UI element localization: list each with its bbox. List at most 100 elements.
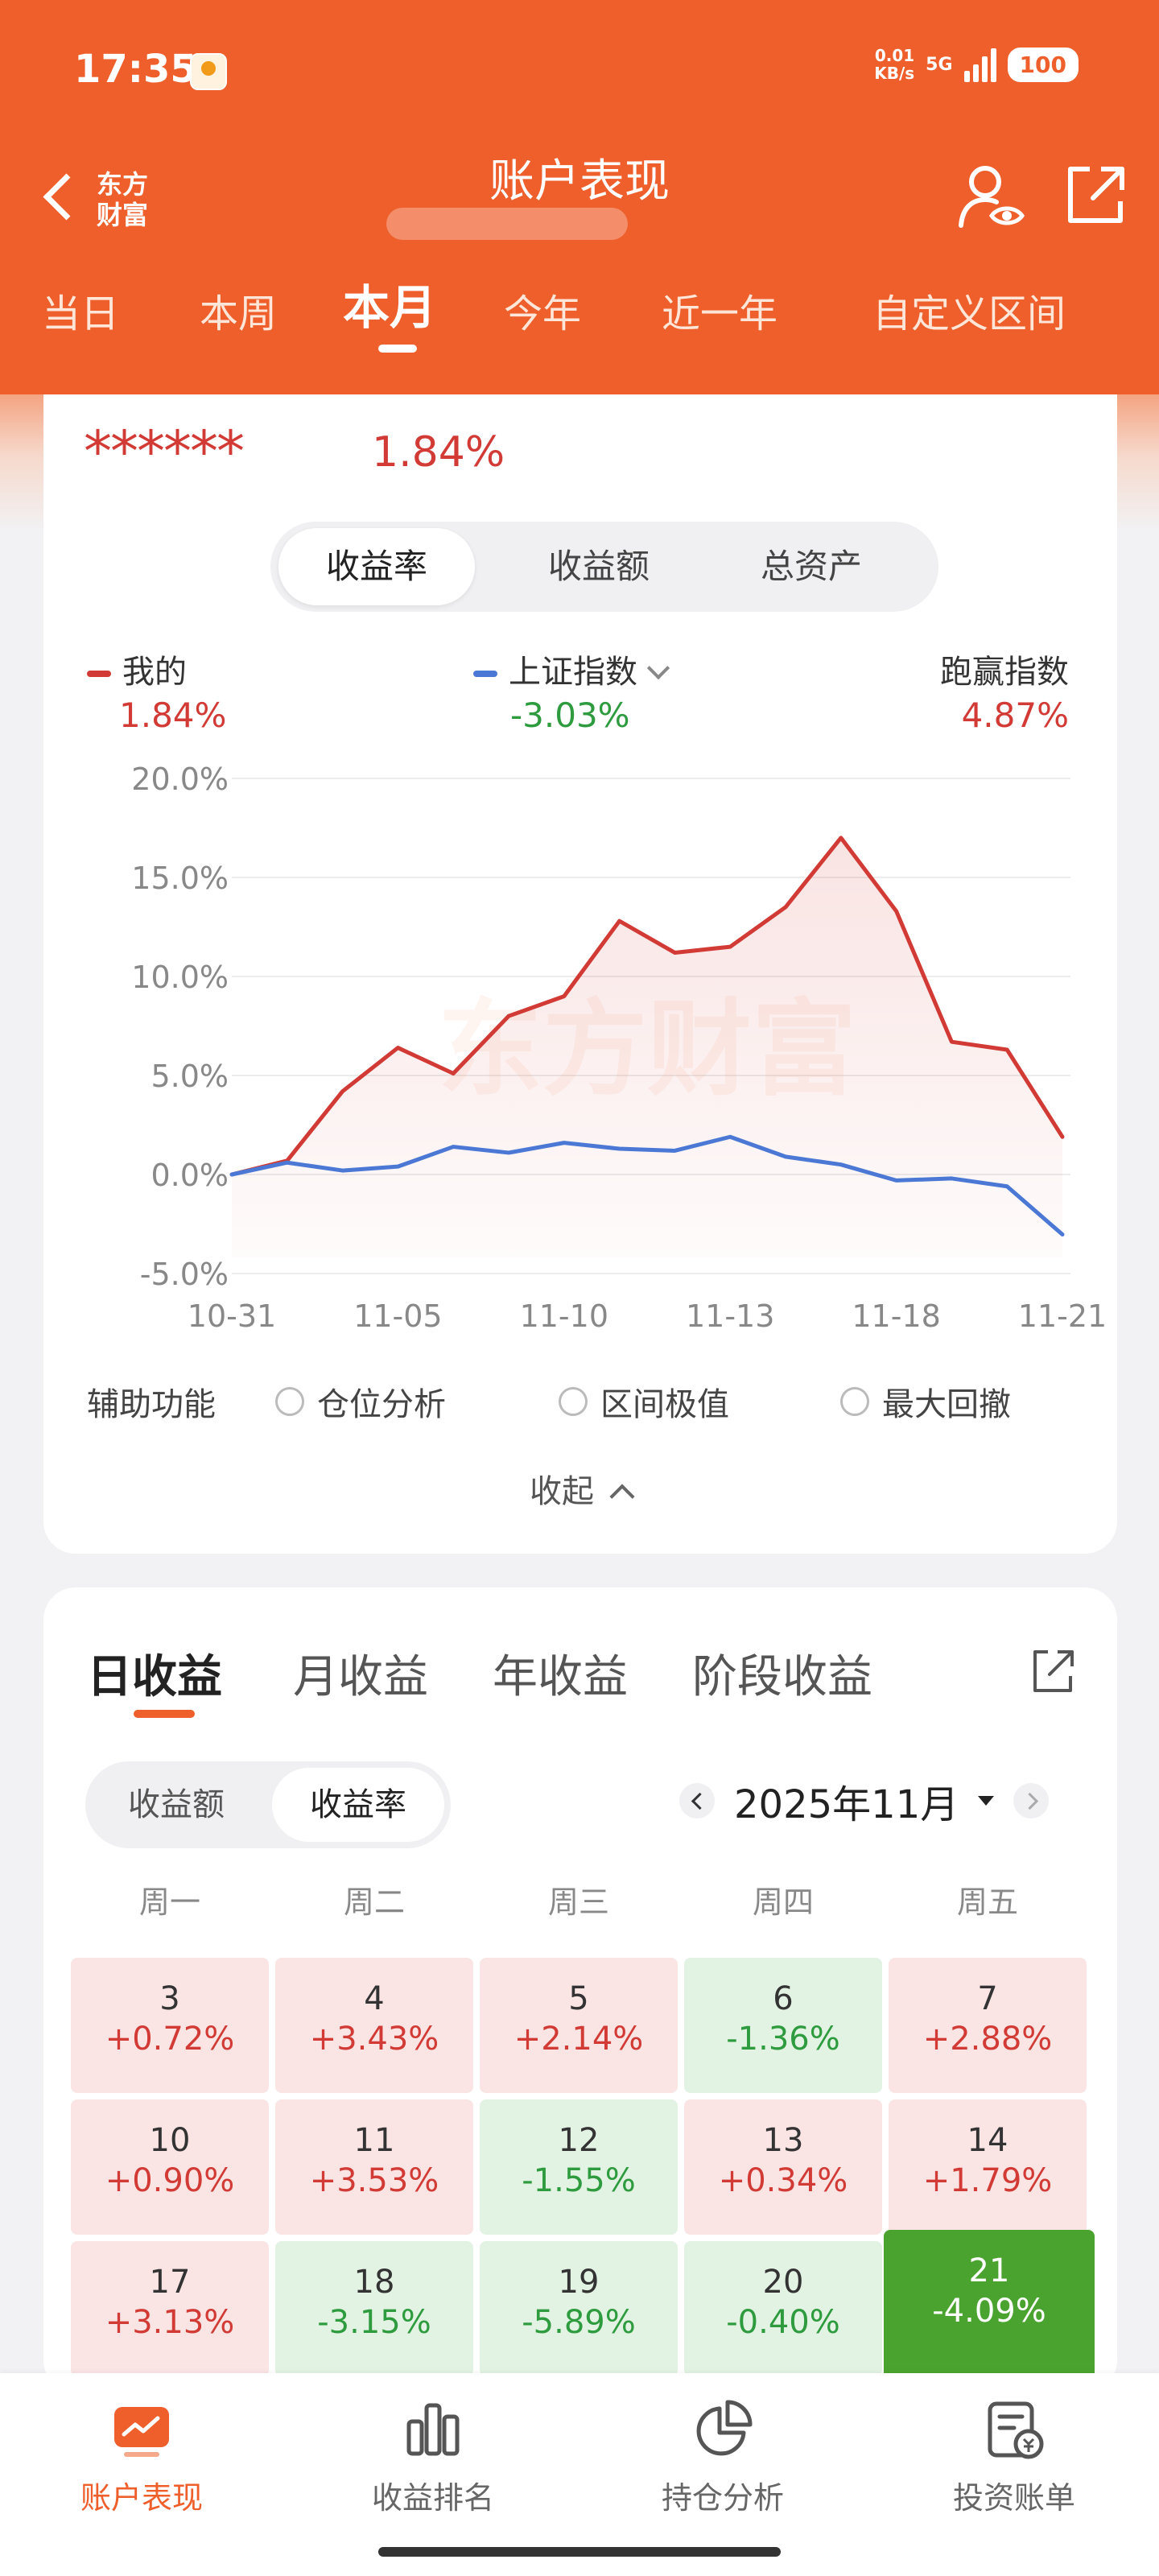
tab-yearly-profit[interactable]: 年收益 bbox=[493, 1651, 628, 1703]
profit-metric-toggle: 收益额 收益率 bbox=[85, 1761, 451, 1848]
y-tick-label: 5.0% bbox=[151, 1059, 229, 1094]
calendar-day[interactable]: 11 +3.53% bbox=[275, 2099, 473, 2235]
bill-icon bbox=[988, 2401, 1044, 2459]
weekday-label: 周二 bbox=[343, 1885, 405, 1920]
masked-account: ****** bbox=[84, 419, 245, 485]
aux-functions-label: 辅助功能 bbox=[87, 1386, 216, 1423]
radio-range-extremes[interactable]: 区间极值 bbox=[559, 1378, 729, 1425]
nav-account-performance[interactable]: 账户表现 bbox=[37, 2397, 246, 2517]
net-speed: 0.01 KB/s bbox=[874, 46, 915, 83]
status-time: 17:35 bbox=[74, 47, 197, 92]
y-tick-label: 0.0% bbox=[151, 1158, 229, 1193]
weekday-header: 周一 周二 周三 周四 周五 bbox=[71, 1877, 1093, 1926]
nav-investment-statement[interactable]: 投资账单 bbox=[909, 2397, 1119, 2517]
calendar-day[interactable]: 14 +1.79% bbox=[889, 2099, 1087, 2235]
x-tick-label: 11-10 bbox=[520, 1298, 608, 1328]
share-icon[interactable] bbox=[1062, 163, 1128, 229]
y-tick-label: 10.0% bbox=[131, 960, 229, 995]
prev-month-button[interactable] bbox=[679, 1783, 715, 1818]
calendar-day[interactable]: 13 +0.34% bbox=[684, 2099, 882, 2235]
app-header: 17:35 0.01 KB/s 5G 100 东方 财富 账户表现 当日 本周 … bbox=[0, 0, 1159, 394]
calendar-day[interactable]: 4 +3.43% bbox=[275, 1958, 473, 2093]
bottom-navigation: 账户表现 收益排名 持仓分析 投资账单 bbox=[0, 2373, 1159, 2576]
toggle-profit-rate[interactable]: 收益率 bbox=[272, 1768, 444, 1842]
series-line-index bbox=[229, 1134, 1065, 1237]
calendar-day[interactable]: 10 +0.90% bbox=[71, 2099, 269, 2235]
period-tabs: 当日 本周 本月 今年 近一年 自定义区间 bbox=[0, 280, 1159, 362]
y-tick-label: 20.0% bbox=[131, 762, 229, 797]
radio-icon bbox=[275, 1387, 304, 1416]
calendar-day-selected[interactable]: 21 -4.09% bbox=[884, 2230, 1095, 2383]
legend-beat-index: 跑赢指数 bbox=[940, 654, 1069, 691]
calendar-day[interactable]: 17 +3.13% bbox=[71, 2241, 269, 2376]
caret-down-icon[interactable] bbox=[978, 1796, 995, 1806]
calendar-day[interactable]: 5 +2.14% bbox=[480, 1958, 678, 2093]
mine-area bbox=[232, 837, 1062, 1257]
calendar-day[interactable]: 19 -5.89% bbox=[480, 2241, 678, 2376]
profit-tab-indicator bbox=[134, 1710, 195, 1718]
legend-index-selector[interactable]: 上证指数 bbox=[473, 646, 670, 692]
x-tick-label: 11-21 bbox=[1018, 1298, 1107, 1328]
x-tick-label: 11-13 bbox=[686, 1298, 774, 1328]
series-line-mine bbox=[229, 836, 1065, 1177]
calendar-day[interactable]: 12 -1.55% bbox=[480, 2099, 678, 2235]
tab-monthly-profit[interactable]: 月收益 bbox=[293, 1651, 428, 1703]
tab-daily-profit[interactable]: 日收益 bbox=[87, 1651, 222, 1703]
return-line-chart[interactable]: 20.0%15.0%10.0%5.0%0.0%-5.0%东方财富10-3111-… bbox=[43, 749, 1117, 1328]
calendar-day[interactable]: 3 +0.72% bbox=[71, 1958, 269, 2093]
chart-monitor-icon bbox=[114, 2407, 169, 2457]
user-eye-icon[interactable] bbox=[956, 161, 1025, 230]
profit-calendar-card: 日收益 月收益 年收益 阶段收益 收益额 收益率 2025年11月 周一 周二 … bbox=[43, 1587, 1117, 2392]
radio-icon bbox=[559, 1387, 588, 1416]
next-month-button[interactable] bbox=[1013, 1783, 1050, 1818]
status-indicators: 0.01 KB/s 5G 100 bbox=[874, 47, 1079, 82]
calendar-day[interactable]: 7 +2.88% bbox=[889, 1958, 1087, 2093]
collapse-button[interactable]: 收起 bbox=[43, 1465, 1117, 1512]
tab-this-year[interactable]: 今年 bbox=[504, 291, 582, 336]
month-navigator: 2025年11月 bbox=[679, 1773, 1050, 1829]
nav-profit-ranking[interactable]: 收益排名 bbox=[328, 2397, 538, 2517]
toggle-return-amount[interactable]: 收益额 bbox=[547, 547, 650, 586]
calendar-day[interactable]: 20 -0.40% bbox=[684, 2241, 882, 2376]
calendar-day[interactable]: 6 -1.36% bbox=[684, 1958, 882, 2093]
radio-icon bbox=[840, 1387, 869, 1416]
beat-index-value: 4.87% bbox=[961, 696, 1069, 735]
account-return: 1.84% bbox=[372, 428, 505, 477]
brand-logo: 东方 财富 bbox=[97, 169, 149, 230]
export-icon[interactable] bbox=[1027, 1645, 1079, 1697]
performance-card: ****** 1.84% 收益率 收益额 总资产 我的 上证指数 跑赢指数 1.… bbox=[43, 394, 1117, 1554]
y-tick-label: -5.0% bbox=[140, 1257, 229, 1292]
notification-app-icon bbox=[190, 53, 227, 90]
x-tick-label: 10-31 bbox=[188, 1298, 276, 1328]
chevron-down-icon bbox=[646, 656, 670, 680]
tab-this-month[interactable]: 本月 bbox=[343, 280, 437, 335]
active-tab-indicator bbox=[378, 345, 417, 353]
network-type: 5G bbox=[926, 54, 953, 75]
tab-today[interactable]: 当日 bbox=[42, 291, 120, 336]
radio-max-drawdown[interactable]: 最大回撤 bbox=[840, 1378, 1011, 1425]
tab-this-week[interactable]: 本周 bbox=[200, 291, 278, 336]
toggle-total-assets[interactable]: 总资产 bbox=[760, 547, 862, 586]
tab-last-year[interactable]: 近一年 bbox=[662, 291, 778, 336]
signal-icon bbox=[963, 47, 996, 82]
toggle-profit-amount[interactable]: 收益额 bbox=[128, 1786, 225, 1823]
index-return-value: -3.03% bbox=[510, 696, 630, 735]
tab-period-profit[interactable]: 阶段收益 bbox=[692, 1651, 872, 1703]
x-tick-label: 11-05 bbox=[353, 1298, 442, 1328]
calendar-day[interactable]: 18 -3.15% bbox=[275, 2241, 473, 2376]
month-selector[interactable]: 2025年11月 bbox=[734, 1782, 959, 1827]
chevron-up-icon bbox=[609, 1484, 635, 1509]
battery-icon: 100 bbox=[1007, 47, 1079, 82]
metric-toggle: 收益率 收益额 总资产 bbox=[270, 522, 938, 612]
home-indicator bbox=[378, 2547, 781, 2557]
legend-mine: 我的 bbox=[87, 646, 187, 692]
page-title: 账户表现 bbox=[489, 155, 670, 208]
bar-chart-icon bbox=[406, 2403, 460, 2456]
weekday-label: 周五 bbox=[956, 1885, 1018, 1920]
mine-return-value: 1.84% bbox=[119, 696, 227, 735]
radio-position-analysis[interactable]: 仓位分析 bbox=[275, 1378, 446, 1425]
toggle-return-rate[interactable]: 收益率 bbox=[278, 528, 475, 605]
pie-chart-icon bbox=[696, 2400, 753, 2456]
nav-holdings-analysis[interactable]: 持仓分析 bbox=[618, 2397, 827, 2517]
tab-custom-range[interactable]: 自定义区间 bbox=[872, 291, 1066, 336]
